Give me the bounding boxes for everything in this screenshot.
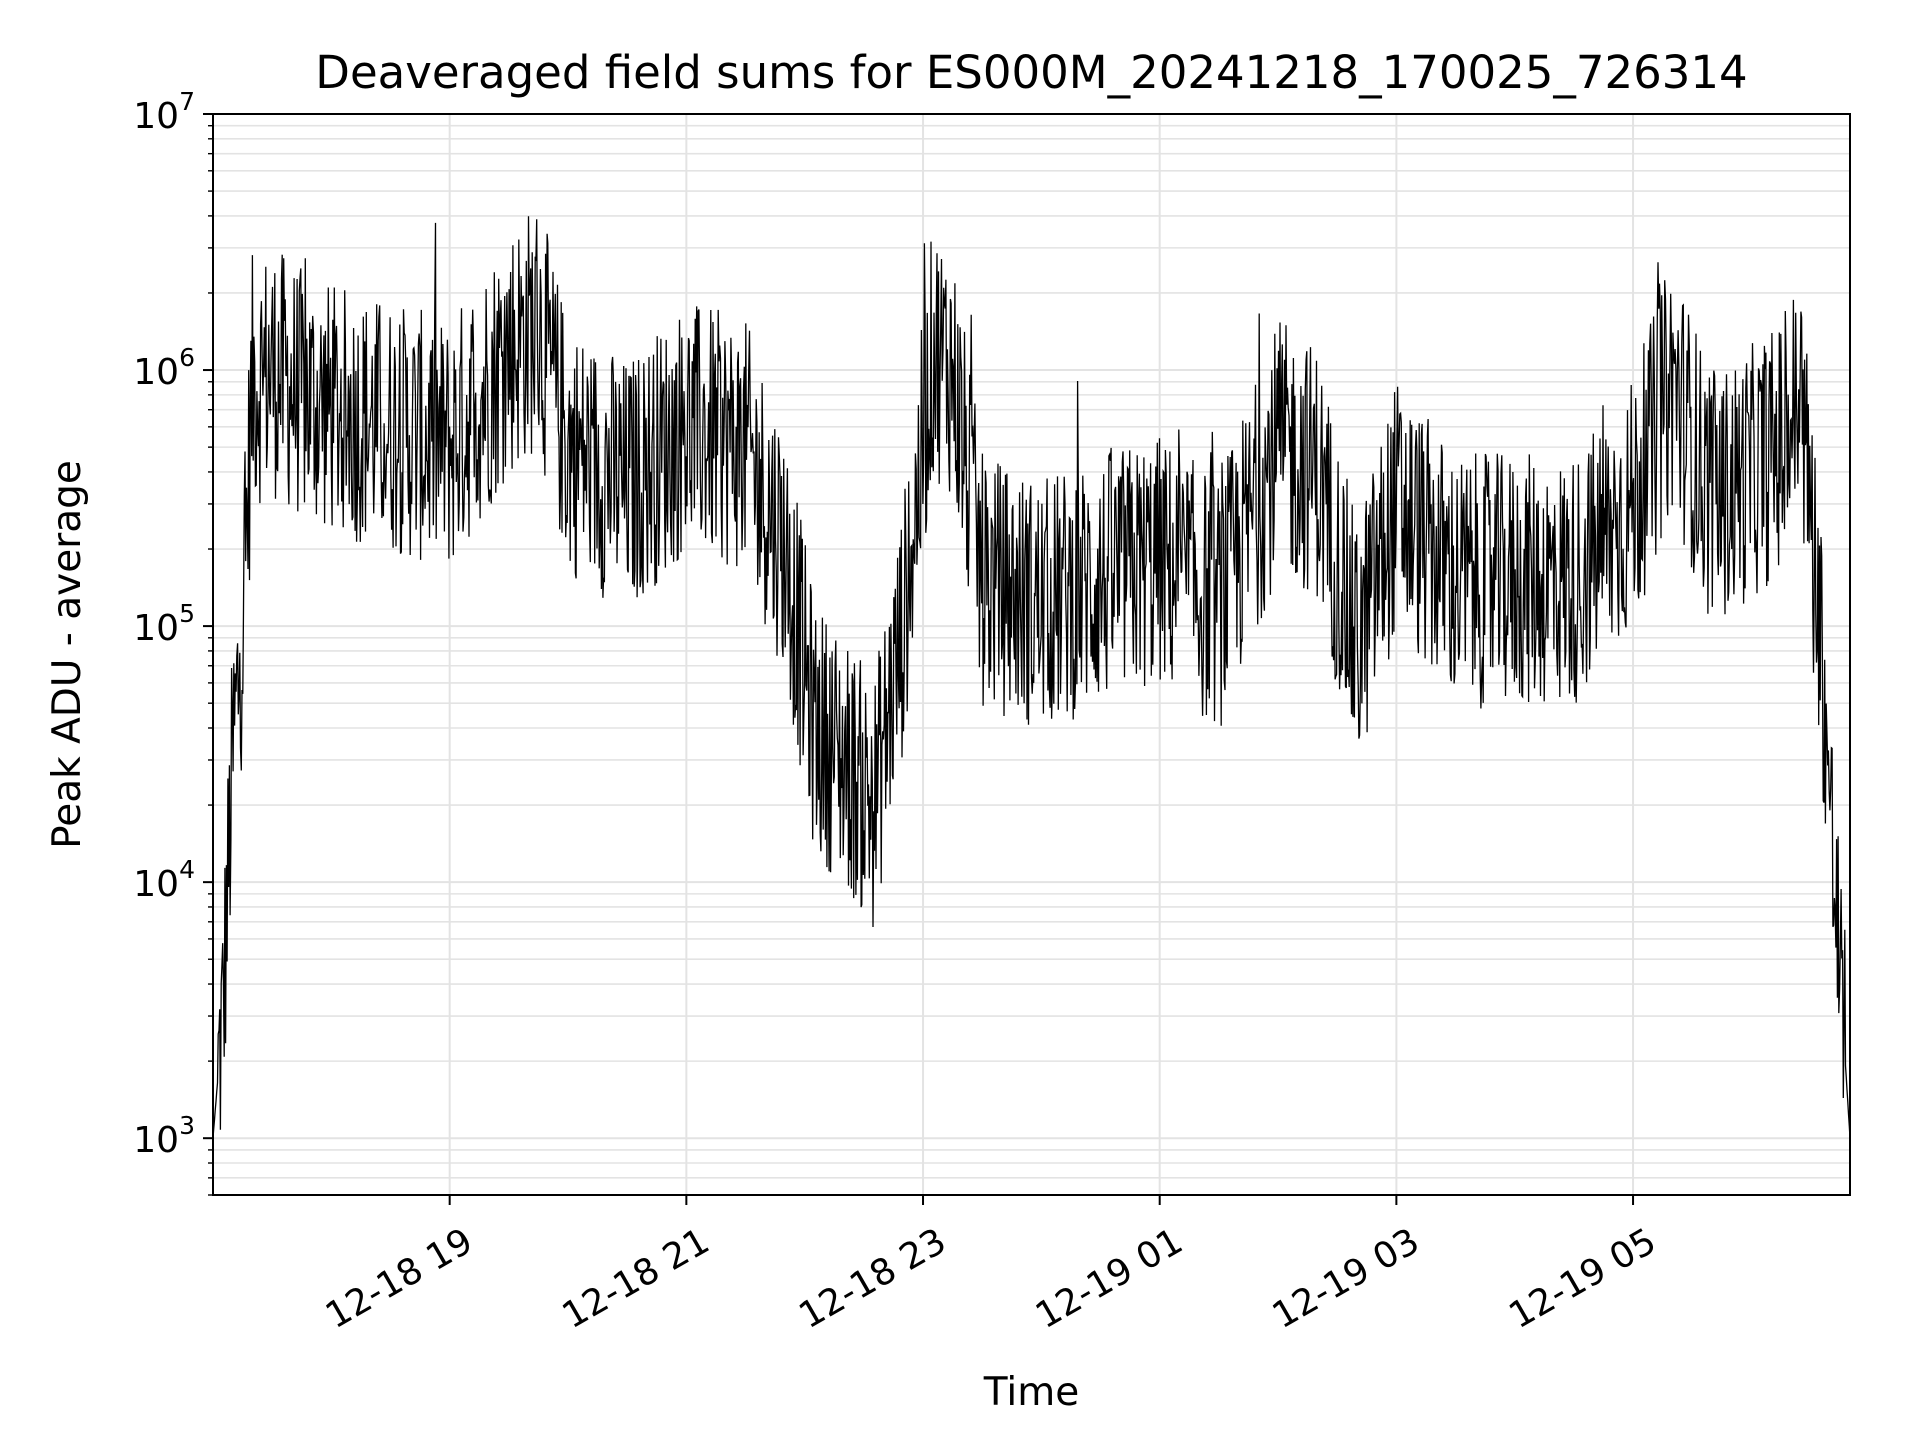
x-tick-label: 12-18 23 <box>792 1221 953 1337</box>
x-tick-label: 12-18 19 <box>319 1221 480 1337</box>
y-tick-label: 104 <box>133 855 195 905</box>
x-tick-label: 12-19 05 <box>1502 1221 1663 1337</box>
x-tick-label: 12-19 03 <box>1266 1221 1427 1337</box>
y-tick-label: 103 <box>133 1111 195 1161</box>
x-axis-label: Time <box>983 1370 1079 1415</box>
series-line <box>212 216 1851 1139</box>
x-tick-label: 12-18 21 <box>556 1221 717 1337</box>
y-tick-label: 106 <box>133 343 195 393</box>
chart-title: Deaveraged field sums for ES000M_2024121… <box>315 46 1747 99</box>
y-tick-label: 107 <box>133 87 195 137</box>
y-axis-label: Peak ADU - average <box>45 460 90 849</box>
y-tick-label: 105 <box>133 599 195 649</box>
x-axis: 12-18 19 12-18 21 12-18 23 12-19 01 12-19 03… <box>319 1195 1663 1337</box>
y-axis: 103 104 105 106 107 <box>133 87 213 1196</box>
plot-area <box>212 113 1851 1196</box>
x-tick-label: 12-19 01 <box>1029 1221 1190 1337</box>
